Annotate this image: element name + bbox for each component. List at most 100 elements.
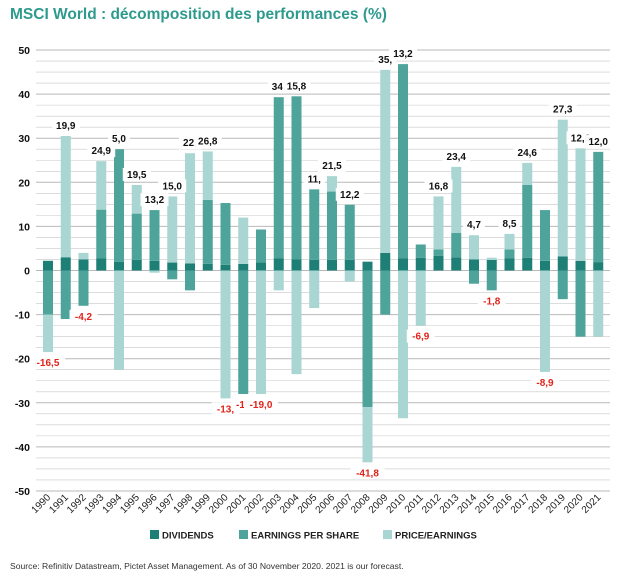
pe-bar (291, 270, 302, 375)
data-label: 27,3 (553, 105, 573, 116)
eps-bar (398, 64, 408, 259)
data-label: 23,4 (447, 152, 467, 163)
eps-bar (96, 209, 107, 259)
dividends-bar (220, 264, 231, 271)
x-axis-ticks: 1990199119921993199419951996199719981999… (30, 492, 604, 516)
dividends-bar (149, 260, 160, 271)
dividends-bar (327, 259, 337, 271)
eps-bar (273, 97, 284, 259)
eps-bar (238, 270, 249, 394)
pe-bar (256, 270, 266, 394)
pe-bar (185, 153, 195, 264)
dividends-bar (398, 258, 408, 271)
pe-bar (362, 407, 373, 463)
x-tick-label: 2000 (207, 492, 231, 516)
dividends-bar (415, 257, 426, 271)
x-tick-label: 2008 (349, 492, 373, 516)
dividends-bar (344, 259, 355, 271)
x-tick-label: 2020 (562, 492, 586, 516)
eps-bar (486, 270, 497, 291)
eps-bar (469, 270, 479, 284)
y-tick-label: -10 (15, 310, 30, 322)
chart-title: MSCI World : décomposition des performan… (10, 6, 387, 23)
eps-bar (327, 191, 337, 260)
data-label-bg (389, 47, 417, 61)
pe-bar (522, 162, 533, 185)
x-tick-label: 1996 (136, 492, 160, 516)
x-tick-label: 1994 (101, 492, 125, 516)
pe-bar (202, 151, 213, 200)
y-tick-label: -20 (15, 354, 30, 366)
x-tick-label: 1990 (30, 492, 54, 516)
eps-bar (78, 270, 89, 306)
data-label-bg (244, 397, 278, 411)
data-label: 15,8 (287, 81, 307, 92)
dividends-bar (202, 263, 213, 271)
x-tick-label: 2015 (473, 492, 497, 516)
eps-bar (202, 199, 213, 264)
data-label-bg (531, 375, 559, 389)
pe-bar (131, 184, 142, 214)
data-label: 12,6 (571, 133, 591, 144)
x-tick-label: 1999 (189, 492, 213, 516)
x-tick-label: 2019 (544, 492, 568, 516)
data-label: 26,8 (198, 136, 218, 147)
data-label: 16,8 (429, 181, 449, 192)
data-label: 19,5 (127, 170, 147, 181)
dividends-bar (60, 257, 71, 271)
x-tick-label: 2004 (278, 492, 302, 516)
data-label: 35, (378, 55, 392, 66)
x-tick-label: 2017 (509, 492, 533, 516)
data-label: 21,5 (322, 161, 342, 172)
data-label-bg (513, 145, 542, 159)
data-label-bg (548, 102, 577, 116)
data-label-bg (318, 159, 346, 173)
data-label-bg (477, 294, 506, 308)
data-label: -8,9 (536, 378, 554, 389)
data-label-bg (31, 356, 65, 370)
data-label-bg (350, 466, 385, 480)
dividends-bar (504, 258, 515, 271)
y-tick-label: 10 (18, 221, 30, 233)
pe-bar (149, 270, 160, 273)
x-tick-label: 2016 (491, 492, 515, 516)
eps-bar (575, 270, 586, 337)
x-tick-label: 2002 (243, 492, 267, 516)
data-label-bg (87, 144, 116, 158)
pe-bar (273, 270, 284, 291)
x-tick-label: 2021 (580, 492, 604, 516)
data-label: 24,6 (518, 148, 538, 159)
eps-bar (380, 270, 391, 315)
pe-bar (60, 135, 71, 258)
data-label: 12,0 (589, 137, 609, 148)
pe-bar (540, 270, 550, 372)
data-label-bg (282, 79, 311, 93)
pe-bar (415, 270, 426, 326)
dividends-bar (362, 261, 373, 271)
eps-bar (256, 229, 266, 263)
data-label: 13,2 (145, 195, 165, 206)
data-label: 34, (272, 82, 286, 93)
pe-bar (398, 270, 408, 419)
data-label-bg (442, 149, 471, 163)
dividends-bar (575, 260, 586, 271)
pe-bar (593, 270, 604, 337)
data-label-bg (51, 118, 80, 132)
y-tick-label: -40 (15, 442, 30, 454)
eps-bar (433, 249, 444, 256)
eps-bar (114, 149, 124, 262)
dividends-bar (486, 259, 497, 271)
y-tick-label: 0 (24, 266, 30, 278)
data-label-bg (122, 167, 151, 181)
dividends-bar (167, 262, 178, 271)
dividends-bar (114, 261, 124, 271)
legend: DIVIDENDS EARNINGS PER SHARE PRICE/EARNING… (150, 530, 477, 542)
data-label-bg (463, 218, 485, 232)
y-tick-label: -30 (15, 398, 30, 410)
dividends-bar (131, 259, 142, 271)
dividends-bar (451, 257, 462, 271)
dividends-bar (43, 260, 53, 271)
x-tick-label: 1998 (172, 492, 196, 516)
y-tick-label: -50 (15, 486, 30, 498)
